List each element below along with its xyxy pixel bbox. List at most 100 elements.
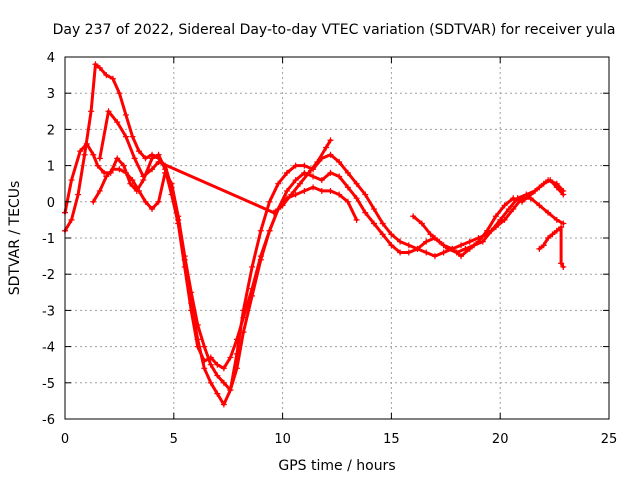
data-point [149,206,156,213]
data-point [492,213,499,220]
x-tick-label: 25 [601,432,618,447]
data-point [536,202,543,209]
data-point [96,64,103,71]
data-point [77,148,84,155]
data-point [514,195,521,202]
data-point [523,191,530,198]
data-point [96,187,103,194]
data-point [283,169,290,176]
data-point [88,108,95,115]
data-point [149,166,156,173]
data-point [135,187,142,194]
data-point [194,336,201,343]
data-point [249,292,256,299]
data-point [122,111,129,118]
data-point [103,173,110,180]
data-point [479,238,486,245]
data-point [181,253,188,260]
data-point [292,177,299,184]
data-point [370,220,377,227]
data-point [431,253,438,260]
data-point [257,256,264,263]
series-line [98,109,332,215]
ticks: 0 5 10 15 20 25 -6 -5 -4 -3 -2 -1 0 1 2 3 4 [42,51,617,447]
data-point [214,361,221,368]
data-point [214,372,221,379]
series-track-f [536,224,567,270]
data-point [553,216,560,223]
data-point [283,187,290,194]
data-point [90,198,97,205]
data-point [109,75,116,82]
data-point [266,198,273,205]
data-point [68,216,75,223]
y-tick-label: -6 [42,413,55,428]
data-point [418,220,425,227]
data-point [233,365,240,372]
data-point [427,231,434,238]
series-track-d [96,108,334,216]
data-point [379,231,386,238]
data-point [532,187,539,194]
data-point [314,158,321,165]
data-point [257,227,264,234]
data-point [440,249,447,256]
data-point [318,177,325,184]
data-point [370,206,377,213]
data-point [436,238,443,245]
x-tick-label: 5 [170,432,178,447]
data-point [75,191,82,198]
data-point [116,166,123,173]
data-point [188,289,195,296]
data-point [301,162,308,169]
y-tick-label: -5 [42,377,55,392]
x-tick-label: 0 [61,432,69,447]
data-point [310,173,317,180]
data-point [318,187,325,194]
data-point [547,177,554,184]
data-point [220,365,227,372]
data-point [560,220,567,227]
data-point [540,242,547,249]
data-point [560,263,567,270]
data-point [362,209,369,216]
data-point [549,231,556,238]
y-tick-label: -4 [42,341,55,356]
y-tick-label: 2 [47,123,55,138]
series-line [411,178,565,254]
data-point [414,245,421,252]
data-point [279,202,286,209]
x-tick-label: 20 [492,432,509,447]
data-point [327,137,334,144]
data-point [122,133,129,140]
data-point [140,173,147,180]
data-point [129,177,136,184]
data-point [471,242,478,249]
data-point [162,169,169,176]
data-point [518,198,525,205]
data-point [410,213,417,220]
data-point [423,238,430,245]
y-axis-label: SDTVAR / TECUs [7,181,23,296]
data-point [201,365,208,372]
data-point [327,151,334,158]
data-point [553,227,560,234]
y-tick-label: 1 [47,160,55,175]
data-point [405,249,412,256]
data-point [92,61,99,68]
data-point [142,198,149,205]
data-point [501,202,508,209]
y-tick-label: 3 [47,87,55,102]
x-axis-label: GPS time / hours [278,458,395,474]
data-point [227,354,234,361]
data-point [120,162,127,169]
data-point [240,307,247,314]
data-point [344,184,351,191]
data-point [129,133,136,140]
y-tick-label: -1 [42,232,55,247]
data-point [220,379,227,386]
data-point [466,238,473,245]
data-point [270,209,277,216]
data-point [362,191,369,198]
x-tick-label: 15 [383,432,400,447]
